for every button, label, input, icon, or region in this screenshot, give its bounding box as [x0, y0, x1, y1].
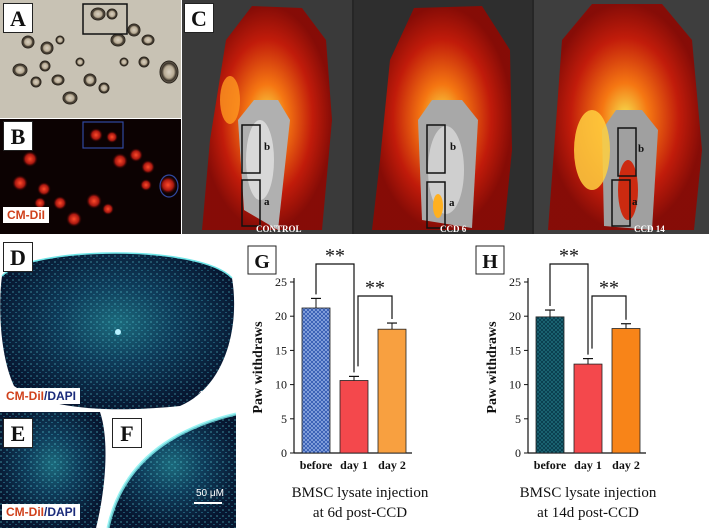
significance-bracket-1: [549, 263, 589, 355]
y-tick-label: 15: [275, 343, 287, 357]
panel-b-selection-box: [82, 121, 124, 149]
significance-bracket-2: [357, 295, 393, 367]
bar-before: [301, 307, 331, 454]
x-tick-label: day 2: [378, 458, 406, 472]
chart-letter: H: [482, 251, 498, 273]
y-tick-label: 25: [509, 275, 521, 289]
chart-caption-line-1: BMSC lysate injection: [520, 485, 657, 501]
y-tick-label: 0: [515, 446, 521, 460]
significance-label-1: **: [325, 245, 345, 267]
panel-c-box-b-control: b: [264, 141, 270, 153]
panel-e-letter: E: [3, 418, 33, 448]
significance-label-2: **: [599, 277, 619, 299]
panel-d-scale-bar: [194, 404, 230, 406]
significance-bracket-2: [591, 295, 627, 349]
panel-d: D CM-DiI/DAPI 100 μM: [0, 236, 236, 410]
chart-letter: G: [254, 251, 270, 273]
chart-caption-line-2: at 14d post-CCD: [537, 505, 639, 521]
panel-f-letter: F: [112, 418, 142, 448]
y-axis-label: Paw withdraws: [485, 321, 500, 414]
panel-a-letter: A: [3, 3, 33, 33]
panel-d-stain-blue: DAPI: [47, 389, 77, 403]
chart-letter-box: [247, 245, 277, 275]
bar-day-2: [377, 328, 407, 454]
panel-c-box-b-ccd6: b: [450, 141, 456, 153]
panel-ef-micrograph: [0, 412, 236, 528]
panel-d-stain-red: CM-DiI: [6, 389, 44, 403]
panel-b-selection-circle: [159, 174, 179, 198]
y-tick-label: 0: [281, 446, 287, 460]
panel-a-selection-box: [82, 3, 128, 35]
panel-c-box-b-ccd14: b: [638, 143, 644, 155]
y-tick-label: 15: [509, 343, 521, 357]
bar-day-2: [611, 328, 641, 454]
y-tick-label: 20: [275, 309, 287, 323]
significance-bracket-1: [315, 263, 355, 373]
y-tick-label: 5: [281, 412, 287, 426]
panel-c-label-ccd6: CCD 6: [440, 224, 467, 234]
panel-e-stain-blue: DAPI: [47, 505, 77, 519]
panel-b: B CM-DiI: [0, 119, 181, 234]
panel-c-box-a-control: a: [264, 196, 270, 208]
panel-e-scale-label: 50 μM: [196, 488, 224, 499]
x-tick-label: before: [534, 458, 567, 472]
chart-h: H 0 5 10 15 20 25 Paw withdraws before day 1 day 2…: [475, 245, 657, 521]
panel-c-letter: C: [184, 3, 214, 33]
bar-day-1: [573, 363, 603, 454]
panel-c-box-a-ccd6: a: [449, 197, 455, 209]
panel-a: A: [0, 0, 181, 118]
panel-d-micrograph: [0, 236, 236, 410]
y-tick-label: 5: [515, 412, 521, 426]
panel-ef: E F CM-DiI/DAPI 50 μM: [0, 412, 236, 528]
panel-e-scale-bar: [194, 502, 222, 504]
x-tick-label: day 1: [574, 458, 602, 472]
significance-label-1: **: [559, 245, 579, 267]
x-tick-label: day 2: [612, 458, 640, 472]
bar-day-1: [339, 380, 369, 454]
panel-a-micrograph: [0, 0, 181, 118]
panel-d-stain-sep: /: [44, 389, 48, 403]
chart-caption-line-1: BMSC lysate injection: [292, 485, 429, 501]
panel-c-box-a-ccd14: a: [632, 196, 638, 208]
panel-d-scale-label: 100 μM: [198, 390, 232, 401]
x-tick-label: day 1: [340, 458, 368, 472]
y-axis-label: Paw withdraws: [251, 321, 266, 414]
panel-c-label-ccd14: CCD 14: [634, 224, 665, 234]
x-tick-label: before: [300, 458, 333, 472]
chart-g: G 0 5 10 15 20 25 Paw withdraws before day 1 day 2…: [247, 245, 429, 521]
chart-letter-box: [475, 245, 505, 275]
panel-b-stain-label: CM-DiI: [3, 207, 49, 223]
y-tick-label: 10: [275, 378, 287, 392]
panel-e-stain-red: CM-DiI: [6, 505, 44, 519]
y-tick-label: 25: [275, 275, 287, 289]
chart-caption-line-2: at 6d post-CCD: [313, 505, 407, 521]
panel-d-stain-label: CM-DiI/DAPI: [2, 388, 81, 404]
panel-d-letter: D: [3, 242, 33, 272]
bar-before: [535, 316, 565, 454]
panel-e-stain-label: CM-DiI/DAPI: [2, 504, 81, 520]
panel-e-stain-sep: /: [44, 505, 48, 519]
panel-b-letter: B: [3, 121, 33, 151]
y-tick-label: 20: [509, 309, 521, 323]
panel-c-imaging: b a b a b a CONTROL CCD 6 CCD 14: [182, 0, 709, 234]
panel-c-label-control: CONTROL: [256, 224, 302, 234]
panel-c: b a b a b a CONTROL CCD 6 CCD 14 C: [182, 0, 709, 234]
significance-label-2: **: [365, 277, 385, 299]
y-tick-label: 10: [509, 378, 521, 392]
